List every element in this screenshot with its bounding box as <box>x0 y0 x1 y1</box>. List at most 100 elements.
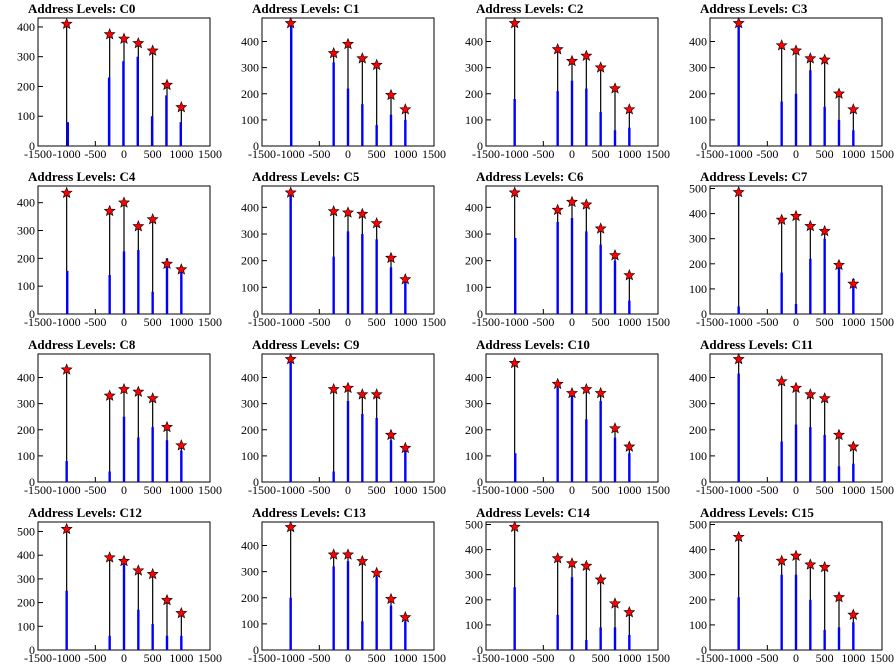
x-tick-label: 1000 <box>393 651 417 665</box>
peak-marker <box>399 273 412 285</box>
peak-marker <box>175 439 188 451</box>
chart-svg: Address Levels: C10 0 100 200 300 400 -1500 -10… <box>465 337 670 497</box>
x-tick-label: -1500 <box>472 147 500 161</box>
x-tick-label: -1500 <box>248 315 276 329</box>
histogram-bar <box>180 269 183 314</box>
x-tick-label: 500 <box>592 147 610 161</box>
histogram-bar <box>837 261 841 314</box>
y-tick-label: 200 <box>17 79 35 93</box>
peak-marker <box>789 209 803 222</box>
peak-marker <box>117 32 131 44</box>
peak-marker <box>370 58 383 71</box>
x-tick-label: -1000 <box>277 315 305 329</box>
x-tick-label: 0 <box>569 651 575 665</box>
x-tick-label: 0 <box>121 651 127 665</box>
y-tick-label: 300 <box>465 61 483 75</box>
y-tick-label: 300 <box>17 50 35 64</box>
y-tick-label: 0 <box>477 307 483 321</box>
peak-marker <box>132 36 145 49</box>
peak-marker <box>160 420 174 433</box>
chart-svg: Address Levels: C9 0 100 200 300 400 -1500 -100… <box>241 337 446 497</box>
histogram-bar <box>809 70 812 146</box>
peak-marker <box>789 549 803 561</box>
chart-svg: Address Levels: C15 0 100 200 300 400 500 -1500… <box>689 505 894 665</box>
histogram-bar <box>780 101 783 146</box>
histogram-bar <box>404 282 407 314</box>
chart-title: Address Levels: C11 <box>700 337 813 352</box>
peak-marker <box>175 606 188 619</box>
peak-marker <box>327 46 340 59</box>
x-tick-label: 0 <box>793 315 799 329</box>
x-tick-label: 500 <box>816 483 834 497</box>
y-tick-label: 300 <box>241 565 259 579</box>
x-tick-label: 1500 <box>422 483 446 497</box>
peak-marker <box>341 548 355 560</box>
chart-title: Address Levels: C2 <box>476 1 583 16</box>
histogram-bar <box>628 127 631 146</box>
y-tick-label: 0 <box>29 307 35 321</box>
x-tick-label: 1000 <box>169 651 193 665</box>
y-tick-label: 200 <box>241 254 259 268</box>
histogram-bar <box>613 437 617 482</box>
chart-svg: Address Levels: C12 0 100 200 300 400 500 -1500… <box>17 505 222 665</box>
chart-svg: Address Levels: C6 0 100 200 300 400 -1500 -100… <box>465 169 670 329</box>
x-tick-label: 500 <box>144 483 162 497</box>
x-tick-label: 1500 <box>646 483 670 497</box>
histogram-bar <box>809 427 812 482</box>
histogram-bar <box>556 614 559 650</box>
histogram-bar <box>613 130 617 146</box>
x-tick-label: -1000 <box>725 315 753 329</box>
x-tick-label: -1000 <box>725 651 753 665</box>
peak-marker <box>594 222 607 234</box>
x-tick-label: -1000 <box>53 651 81 665</box>
peak-marker <box>608 82 622 94</box>
y-tick-label: 500 <box>465 518 483 532</box>
peak-marker <box>327 382 340 395</box>
histogram-bar <box>65 590 68 650</box>
x-tick-label: 1500 <box>198 315 222 329</box>
histogram-bar <box>108 275 111 314</box>
peak-marker <box>60 363 73 375</box>
histogram-bar <box>585 231 588 314</box>
y-tick-label: 300 <box>241 397 259 411</box>
chart-svg: Address Levels: C13 0 100 200 300 400 -1500 -10… <box>241 505 446 665</box>
chart-title: Address Levels: C4 <box>28 169 136 184</box>
peak-marker <box>775 213 788 225</box>
y-tick-label: 100 <box>689 618 707 632</box>
x-tick-label: 500 <box>592 315 610 329</box>
y-tick-label: 100 <box>17 619 35 633</box>
peak-marker <box>399 103 412 115</box>
histogram-bar <box>585 639 588 650</box>
histogram-bar <box>346 88 350 146</box>
histogram-bar <box>514 453 517 482</box>
peak-marker <box>284 16 297 29</box>
y-tick-label: 300 <box>17 572 35 586</box>
histogram-bar <box>556 222 559 314</box>
histogram-bar <box>613 627 617 650</box>
chart-panel-c11: Address Levels: C11 0 100 200 300 400 -1500 -10… <box>672 336 896 504</box>
x-tick-label: 1500 <box>870 651 894 665</box>
chart-svg: Address Levels: C1 0 100 200 300 400 -1500 -100… <box>241 1 446 161</box>
peak-marker <box>146 44 159 56</box>
histogram-bar <box>570 577 574 650</box>
peak-marker <box>117 196 131 208</box>
x-tick-label: 0 <box>793 483 799 497</box>
peak-marker <box>117 554 131 567</box>
y-tick-label: 300 <box>465 397 483 411</box>
histogram-bar <box>389 267 393 314</box>
peak-marker <box>370 566 383 579</box>
x-tick-label: 500 <box>592 483 610 497</box>
y-tick-label: 300 <box>17 224 35 238</box>
histogram-bar <box>122 251 126 314</box>
y-tick-label: 100 <box>689 449 707 463</box>
histogram-bar <box>837 466 841 482</box>
y-tick-label: 0 <box>29 643 35 657</box>
peak-marker <box>103 28 116 40</box>
y-tick-label: 300 <box>241 227 259 241</box>
x-tick-label: 1500 <box>870 483 894 497</box>
peak-marker <box>132 385 145 397</box>
histogram-bar <box>107 77 111 146</box>
x-tick-label: -1500 <box>248 147 276 161</box>
peak-marker <box>565 54 579 67</box>
histogram-bar <box>361 104 364 146</box>
